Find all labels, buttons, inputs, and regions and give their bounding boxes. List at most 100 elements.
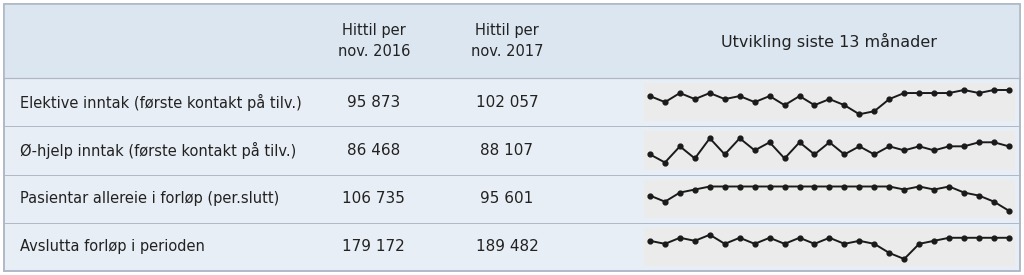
Point xyxy=(746,184,763,189)
Point xyxy=(896,257,912,261)
Point xyxy=(986,236,1002,240)
Point xyxy=(806,242,822,246)
Point xyxy=(896,148,912,153)
Point xyxy=(911,184,928,189)
Point xyxy=(941,184,957,189)
Text: Hittil per
nov. 2016: Hittil per nov. 2016 xyxy=(338,23,410,59)
Point xyxy=(717,97,733,101)
Point xyxy=(851,239,867,243)
Point xyxy=(806,103,822,107)
Point xyxy=(656,242,673,246)
Point xyxy=(701,136,718,141)
Point xyxy=(642,193,658,198)
Point xyxy=(717,184,733,189)
Point xyxy=(866,152,883,157)
Text: 106 735: 106 735 xyxy=(342,191,406,206)
Point xyxy=(971,236,987,240)
Text: Utvikling siste 13 månader: Utvikling siste 13 månader xyxy=(722,32,937,50)
Point xyxy=(731,136,748,141)
Point xyxy=(941,91,957,95)
Point xyxy=(941,236,957,240)
Point xyxy=(792,94,808,98)
Point xyxy=(866,184,883,189)
Point xyxy=(656,100,673,104)
Point xyxy=(762,184,778,189)
Point xyxy=(955,236,972,240)
Text: 179 172: 179 172 xyxy=(342,239,406,254)
Point xyxy=(955,190,972,195)
Point xyxy=(672,91,688,95)
Point xyxy=(971,140,987,144)
Point xyxy=(746,242,763,246)
Point xyxy=(776,103,793,107)
Point xyxy=(746,148,763,153)
Point xyxy=(687,239,703,243)
Point xyxy=(746,100,763,104)
Text: 95 601: 95 601 xyxy=(480,191,534,206)
Point xyxy=(1000,88,1017,92)
Point xyxy=(941,144,957,148)
FancyBboxPatch shape xyxy=(644,180,1015,218)
Point xyxy=(792,140,808,144)
Point xyxy=(926,187,942,192)
Point xyxy=(986,199,1002,204)
Point xyxy=(717,152,733,157)
Point xyxy=(851,184,867,189)
Point xyxy=(837,103,853,107)
Point xyxy=(806,152,822,157)
Point xyxy=(866,242,883,246)
FancyBboxPatch shape xyxy=(4,4,1020,78)
Point xyxy=(926,239,942,243)
Point xyxy=(672,236,688,240)
Text: Avslutta forløp i perioden: Avslutta forløp i perioden xyxy=(20,239,206,254)
Point xyxy=(955,144,972,148)
Point xyxy=(762,140,778,144)
Point xyxy=(896,91,912,95)
Point xyxy=(717,242,733,246)
Point xyxy=(806,184,822,189)
Point xyxy=(792,184,808,189)
Point xyxy=(762,236,778,240)
Point xyxy=(851,144,867,148)
Point xyxy=(837,152,853,157)
Point xyxy=(656,199,673,204)
Point xyxy=(642,152,658,157)
Point xyxy=(926,148,942,153)
Text: 102 057: 102 057 xyxy=(475,95,539,110)
Text: 189 482: 189 482 xyxy=(475,239,539,254)
Point xyxy=(642,94,658,98)
Point xyxy=(911,91,928,95)
Text: Elektive inntak (første kontakt på tilv.): Elektive inntak (første kontakt på tilv.… xyxy=(20,94,302,111)
Point xyxy=(762,94,778,98)
Point xyxy=(687,187,703,192)
Point xyxy=(701,184,718,189)
Point xyxy=(687,97,703,101)
Point xyxy=(821,184,838,189)
Point xyxy=(986,140,1002,144)
Point xyxy=(911,144,928,148)
Point xyxy=(1000,208,1017,213)
Point xyxy=(881,144,897,148)
Point xyxy=(821,140,838,144)
Point xyxy=(642,239,658,243)
Point xyxy=(776,242,793,246)
Point xyxy=(971,91,987,95)
Text: Pasientar allereie i forløp (per.slutt): Pasientar allereie i forløp (per.slutt) xyxy=(20,191,280,206)
Point xyxy=(687,156,703,161)
Text: 86 468: 86 468 xyxy=(347,143,400,158)
Point xyxy=(821,97,838,101)
Point xyxy=(837,242,853,246)
Point xyxy=(971,193,987,198)
Point xyxy=(911,242,928,246)
Point xyxy=(896,187,912,192)
Point xyxy=(672,190,688,195)
Point xyxy=(701,233,718,237)
FancyBboxPatch shape xyxy=(4,4,1020,271)
Text: 88 107: 88 107 xyxy=(480,143,534,158)
Point xyxy=(656,160,673,165)
Point xyxy=(1000,144,1017,148)
Point xyxy=(881,184,897,189)
Text: Hittil per
nov. 2017: Hittil per nov. 2017 xyxy=(471,23,543,59)
Point xyxy=(731,94,748,98)
Point xyxy=(701,91,718,95)
